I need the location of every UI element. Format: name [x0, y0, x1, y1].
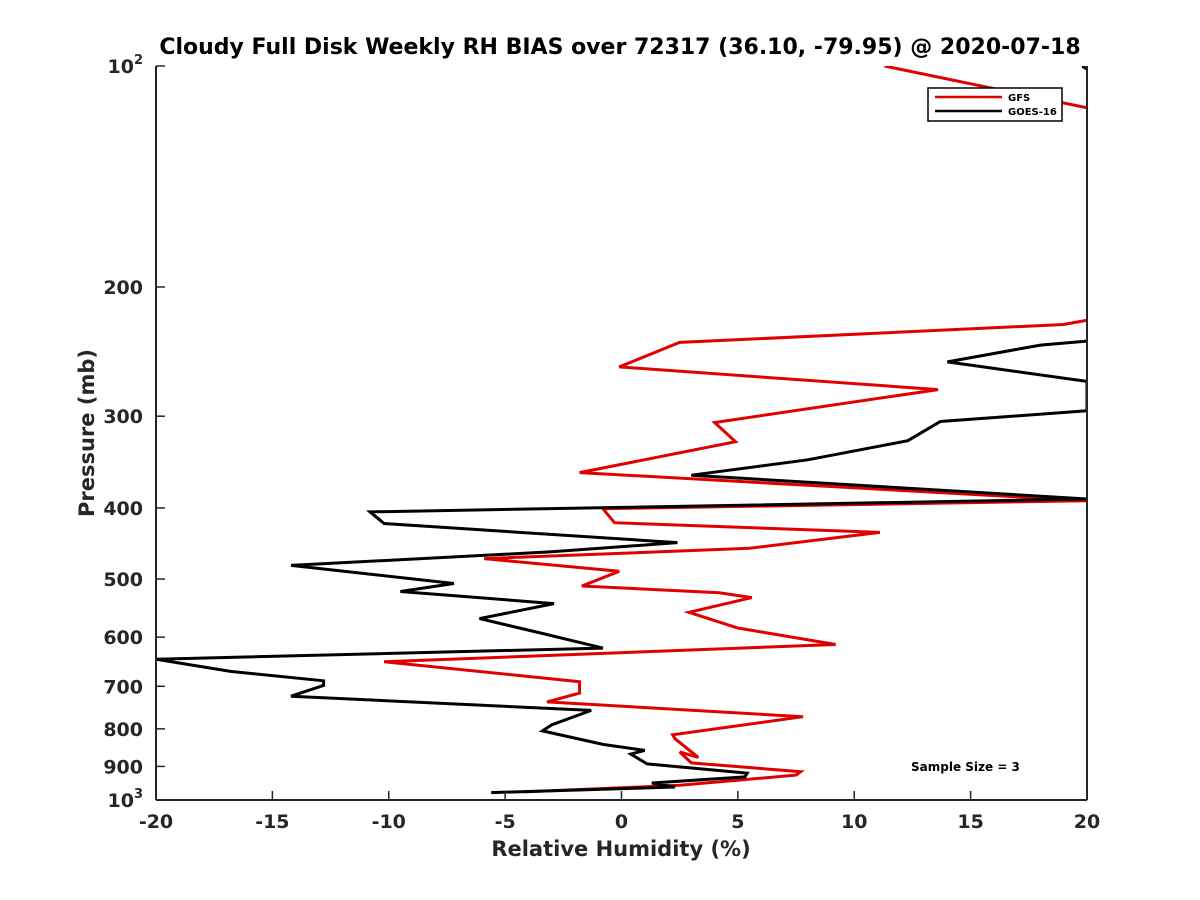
x-tick-label: -5: [495, 811, 516, 833]
x-tick-label: 5: [731, 811, 744, 833]
x-tick-label: -15: [255, 811, 289, 833]
y-tick-label: 200: [103, 277, 143, 299]
y-tick-label: 900: [103, 756, 143, 778]
series-line-goes16: [156, 339, 1087, 795]
x-tick-group: -20 -15 -10 -5 0 5 10 15 20: [139, 791, 1100, 833]
chart-title: Cloudy Full Disk Weekly RH BIAS over 723…: [159, 35, 1080, 60]
y-tick-label: 600: [103, 627, 143, 649]
legend: GFS GOES-16: [927, 87, 1063, 122]
y-tick-label: 700: [103, 676, 143, 698]
x-tick-label: 20: [1074, 811, 1100, 833]
legend-label-goes16: GOES-16: [1008, 107, 1057, 118]
y-tick-label: 800: [103, 719, 143, 741]
x-tick-label: -20: [139, 811, 173, 833]
y-tick-label: 400: [103, 498, 143, 520]
y-tick-label: 102: [108, 53, 144, 78]
y-axis-label: Pressure (mb): [75, 349, 99, 517]
y-tick-label: 300: [103, 406, 143, 428]
x-tick-label: 0: [615, 811, 628, 833]
x-tick-label: -10: [372, 811, 406, 833]
legend-box: [927, 87, 1063, 122]
series-line-gfs: [383, 318, 1087, 794]
x-axis-label: Relative Humidity (%): [491, 837, 750, 861]
legend-label-gfs: GFS: [1008, 93, 1030, 104]
y-tick-label: 500: [103, 569, 143, 591]
x-tick-label: 15: [957, 811, 983, 833]
x-tick-label: 10: [841, 811, 867, 833]
y-tick-label: 103: [108, 787, 144, 812]
sample-size-annotation: Sample Size = 3: [911, 760, 1020, 774]
y-tick-group: 102 200 300 400 500 600 700 800 900 103: [103, 53, 165, 812]
